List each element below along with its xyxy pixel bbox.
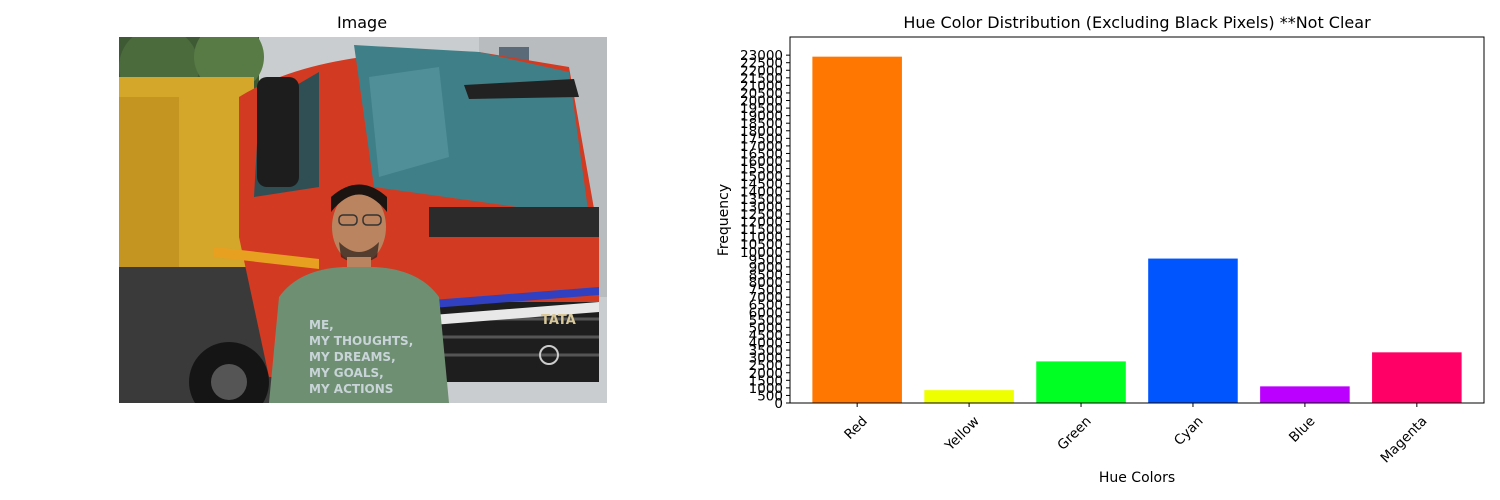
y-tick-label: 4000 — [749, 336, 783, 352]
person-shirt — [269, 267, 449, 403]
bar-blue — [1260, 386, 1350, 403]
x-axis-ticks: Red Yellow Green Cyan Blue Magenta — [841, 403, 1430, 466]
y-tick-label: 11000 — [740, 230, 783, 246]
grille-top — [429, 207, 599, 237]
y-tick-label: 5500 — [749, 313, 783, 329]
y-tick-label: 8500 — [749, 267, 783, 283]
y-tick-label: 1500 — [749, 373, 783, 389]
x-tick-label: Cyan — [1171, 413, 1207, 449]
y-tick-label: 3000 — [749, 351, 783, 367]
y-tick-label: 18000 — [740, 124, 783, 140]
x-axis-label: Hue Colors — [1099, 470, 1175, 486]
y-tick-label: 10000 — [740, 245, 783, 261]
bar-yellow — [924, 390, 1014, 403]
y-axis-ticks: 0500100015002000250030003500400045005000… — [740, 48, 790, 412]
y-tick-label: 12500 — [740, 207, 783, 223]
y-tick-label: 19500 — [740, 101, 783, 117]
y-tick-label: 16000 — [740, 154, 783, 170]
y-tick-label: 23000 — [740, 48, 783, 64]
y-tick-label: 11500 — [740, 222, 783, 238]
y-tick-label: 17500 — [740, 131, 783, 147]
y-tick-label: 5000 — [749, 320, 783, 336]
chart-title: Hue Color Distribution (Excluding Black … — [903, 13, 1371, 32]
y-tick-label: 4500 — [749, 328, 783, 344]
y-tick-label: 18500 — [740, 116, 783, 132]
y-tick-label: 13000 — [740, 199, 783, 215]
person-face — [332, 191, 386, 263]
y-tick-label: 15000 — [740, 169, 783, 185]
y-tick-label: 16500 — [740, 146, 783, 162]
y-tick-label: 14500 — [740, 177, 783, 193]
y-tick-label: 13500 — [740, 192, 783, 208]
y-tick-label: 500 — [757, 388, 783, 404]
y-tick-label: 6500 — [749, 298, 783, 314]
image-panel-title: Image — [336, 13, 388, 32]
y-tick-label: 10500 — [740, 237, 783, 253]
wiper-arm — [464, 79, 579, 99]
svg-text:MY ACTIONS: MY ACTIONS — [309, 382, 393, 396]
orange-stripe — [214, 247, 319, 269]
y-tick-label: 8000 — [749, 275, 783, 291]
y-tick-label: 2500 — [749, 358, 783, 374]
y-tick-label: 9000 — [749, 260, 783, 276]
side-mirror — [257, 77, 299, 187]
photo: TATA ME, MY THOUGHTS, MY DREAMS, MY GOAL… — [119, 37, 607, 403]
y-tick-label: 2000 — [749, 366, 783, 382]
y-tick-label: 20500 — [740, 86, 783, 102]
y-tick-label: 17000 — [740, 139, 783, 155]
person-hair — [331, 184, 387, 212]
y-tick-label: 21000 — [740, 78, 783, 94]
bar-green — [1036, 361, 1126, 403]
bar-magenta — [1372, 352, 1462, 403]
y-tick-label: 7500 — [749, 283, 783, 299]
bar-red — [812, 56, 902, 403]
x-tick-label: Red — [841, 413, 870, 442]
y-tick-label: 19000 — [740, 109, 783, 125]
svg-text:MY DREAMS,: MY DREAMS, — [309, 350, 396, 364]
y-tick-label: 15500 — [740, 162, 783, 178]
y-tick-label: 9500 — [749, 252, 783, 268]
svg-text:MY GOALS,: MY GOALS, — [309, 366, 384, 380]
plot-frame — [789, 36, 1485, 404]
svg-text:ME,: ME, — [309, 318, 334, 332]
y-tick-label: 22500 — [740, 56, 783, 72]
y-tick-label: 14000 — [740, 184, 783, 200]
y-tick-label: 20000 — [740, 94, 783, 110]
bars-group — [812, 56, 1462, 403]
svg-text:MY THOUGHTS,: MY THOUGHTS, — [309, 334, 413, 348]
x-tick-label: Green — [1054, 413, 1094, 453]
x-tick-label: Yellow — [941, 413, 982, 454]
glasses-icon — [338, 214, 358, 226]
y-tick-label: 6000 — [749, 305, 783, 321]
y-tick-label: 1000 — [749, 381, 783, 397]
y-tick-label: 22000 — [740, 63, 783, 79]
y-tick-label: 21500 — [740, 71, 783, 87]
y-tick-label: 0 — [774, 396, 783, 412]
tata-logo-icon — [539, 345, 559, 365]
photo-illustration: TATA ME, MY THOUGHTS, MY DREAMS, MY GOAL… — [119, 37, 607, 403]
y-tick-label: 7000 — [749, 290, 783, 306]
x-tick-label: Blue — [1286, 413, 1318, 445]
truck-badge: TATA — [541, 313, 576, 328]
y-axis-label: Frequency — [716, 184, 732, 256]
shirt-text: ME, MY THOUGHTS, MY DREAMS, MY GOALS, MY… — [309, 318, 413, 396]
x-tick-label: Magenta — [1377, 413, 1430, 466]
bar-cyan — [1148, 258, 1238, 403]
y-tick-label: 3500 — [749, 343, 783, 359]
y-tick-label: 12000 — [740, 215, 783, 231]
